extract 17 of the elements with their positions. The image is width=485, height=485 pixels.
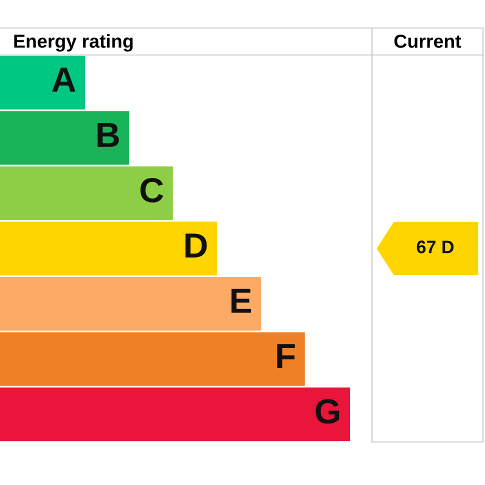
y-tick-label: F bbox=[277, 344, 295, 368]
text: 67 D bbox=[416, 240, 454, 254]
bar bbox=[0, 56, 86, 110]
y-tick-label: G bbox=[316, 399, 340, 424]
bar bbox=[0, 166, 173, 220]
y-tick-label: C bbox=[140, 178, 164, 203]
y-tick-label: B bbox=[98, 123, 119, 147]
y-tick-label: D bbox=[185, 234, 207, 258]
bar bbox=[0, 222, 217, 276]
chart-title: Energy rating bbox=[14, 34, 133, 52]
y-tick-label: E bbox=[232, 288, 251, 313]
text: Current bbox=[394, 34, 462, 48]
bar bbox=[0, 111, 130, 165]
bar bbox=[0, 332, 305, 386]
bar bbox=[0, 276, 262, 331]
y-tick-label: A bbox=[52, 68, 76, 92]
bar bbox=[0, 388, 350, 442]
